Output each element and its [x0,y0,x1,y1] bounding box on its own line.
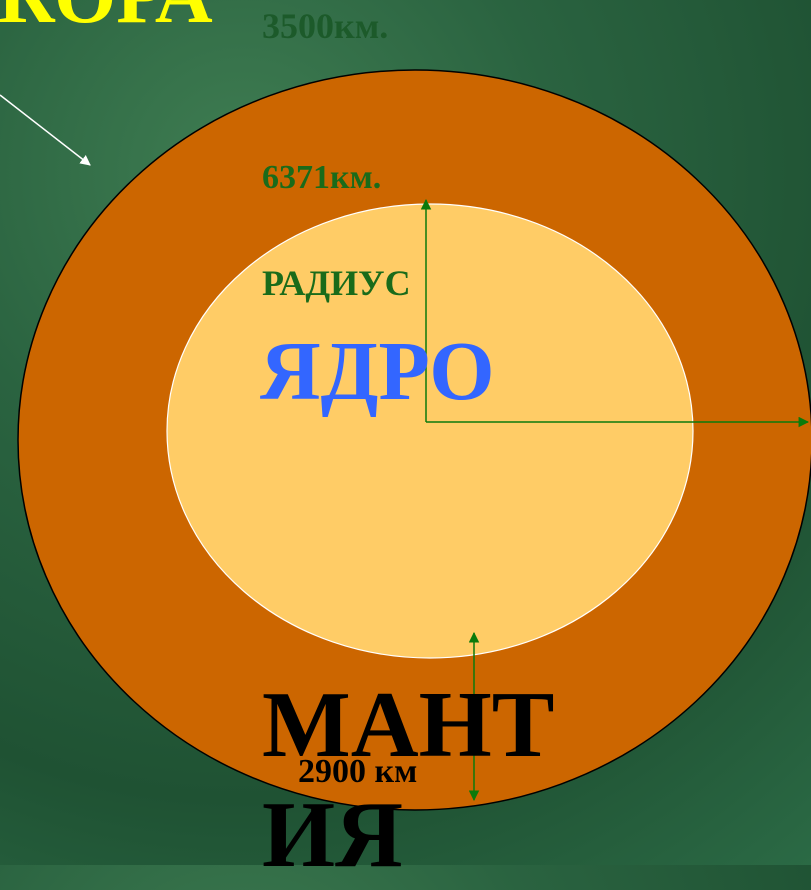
earth-radius-label: 6371км. [262,161,381,195]
core-radius-label: 3500км. [262,8,388,44]
crust-label: КОРА [0,0,213,36]
core-layer [167,204,693,658]
radius-label: РАДИУС [262,265,411,301]
crust-arrow [0,95,90,165]
slide: КОРА 3500км. 6371км. РАДИУС ЯДРО МАНТИЯ … [0,0,811,865]
core-label: ЯДРО [260,330,495,414]
mantle-depth-label: 2900 км [298,755,417,789]
